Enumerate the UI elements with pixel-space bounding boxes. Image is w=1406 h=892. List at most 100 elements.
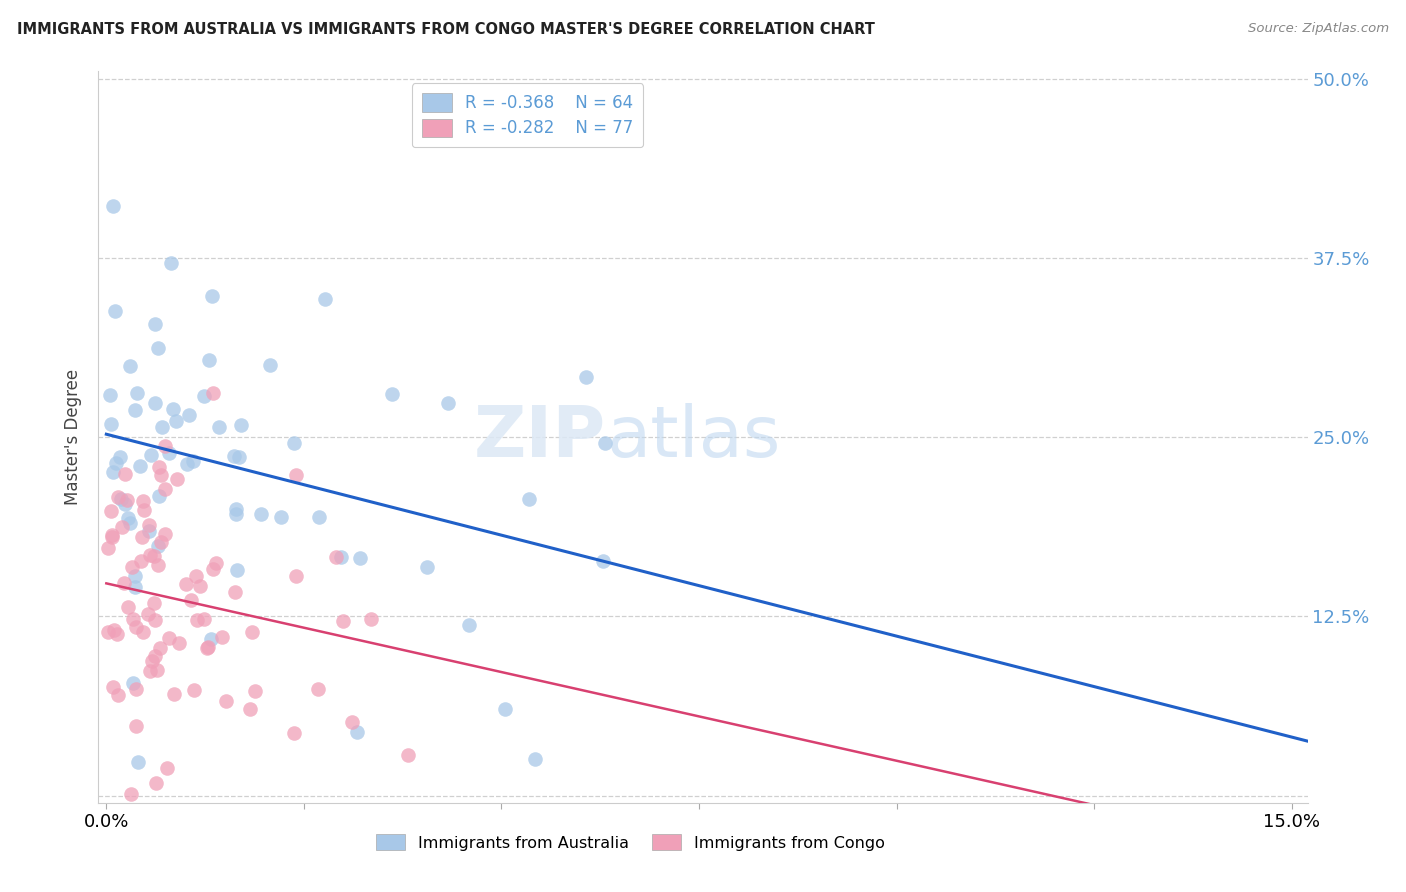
Text: IMMIGRANTS FROM AUSTRALIA VS IMMIGRANTS FROM CONGO MASTER'S DEGREE CORRELATION C: IMMIGRANTS FROM AUSTRALIA VS IMMIGRANTS … xyxy=(17,22,875,37)
Point xyxy=(149,641,172,656)
Point xyxy=(117,511,139,525)
Point xyxy=(146,342,169,356)
Point xyxy=(124,581,146,595)
Point xyxy=(245,683,267,698)
Point xyxy=(101,528,124,542)
Point xyxy=(141,654,163,668)
Point xyxy=(193,612,215,626)
Point xyxy=(346,725,368,739)
Point xyxy=(129,458,152,473)
Point xyxy=(349,550,371,565)
Point xyxy=(195,640,218,655)
Point xyxy=(120,516,142,530)
Point xyxy=(225,508,247,522)
Point xyxy=(167,636,190,650)
Point xyxy=(211,630,233,644)
Point xyxy=(228,450,250,464)
Point xyxy=(240,624,263,639)
Y-axis label: Master's Degree: Master's Degree xyxy=(65,369,83,505)
Point xyxy=(115,493,138,508)
Text: ZIP: ZIP xyxy=(474,402,606,472)
Point xyxy=(166,471,188,485)
Point xyxy=(153,483,176,497)
Point xyxy=(131,530,153,544)
Point xyxy=(150,420,173,434)
Point xyxy=(134,502,156,516)
Point xyxy=(494,702,516,716)
Point xyxy=(284,467,307,482)
Point xyxy=(114,575,136,590)
Point xyxy=(415,560,437,574)
Point xyxy=(174,577,197,591)
Point xyxy=(517,491,540,506)
Point xyxy=(215,694,238,708)
Point xyxy=(205,557,228,571)
Point xyxy=(229,417,252,432)
Point xyxy=(314,293,336,307)
Point xyxy=(160,256,183,270)
Point xyxy=(124,402,146,417)
Point xyxy=(283,435,305,450)
Point xyxy=(396,748,419,763)
Point xyxy=(381,386,404,401)
Point xyxy=(222,449,245,463)
Point xyxy=(142,596,165,610)
Point xyxy=(186,568,208,582)
Point xyxy=(101,466,124,480)
Point xyxy=(259,358,281,372)
Point xyxy=(157,446,180,460)
Point xyxy=(190,578,212,592)
Point xyxy=(114,496,136,510)
Point xyxy=(181,453,204,467)
Point xyxy=(138,517,160,532)
Point xyxy=(270,509,292,524)
Point xyxy=(202,562,225,576)
Point xyxy=(121,560,143,574)
Point xyxy=(127,385,149,400)
Point xyxy=(162,402,184,417)
Point xyxy=(239,701,262,715)
Point xyxy=(177,408,200,422)
Point xyxy=(139,664,162,678)
Point xyxy=(176,457,198,471)
Point xyxy=(145,776,167,790)
Point xyxy=(122,612,145,626)
Point xyxy=(104,457,127,471)
Point xyxy=(201,289,224,303)
Point xyxy=(150,467,173,482)
Point xyxy=(523,751,546,765)
Point xyxy=(200,632,222,647)
Point xyxy=(197,640,219,654)
Point xyxy=(103,623,125,637)
Point xyxy=(107,490,129,504)
Point xyxy=(202,386,225,401)
Point xyxy=(250,507,273,521)
Point xyxy=(122,676,145,690)
Point xyxy=(224,585,246,599)
Point xyxy=(342,715,364,730)
Point xyxy=(146,664,169,678)
Point xyxy=(145,395,167,409)
Point xyxy=(143,648,166,663)
Point xyxy=(183,683,205,698)
Point xyxy=(308,510,330,524)
Point xyxy=(193,389,215,403)
Point xyxy=(162,687,184,701)
Legend: Immigrants from Australia, Immigrants from Congo: Immigrants from Australia, Immigrants fr… xyxy=(370,828,891,857)
Point xyxy=(157,631,180,645)
Point xyxy=(101,199,124,213)
Point xyxy=(97,625,120,640)
Point xyxy=(575,369,598,384)
Point xyxy=(114,467,136,482)
Point xyxy=(138,524,160,538)
Point xyxy=(124,569,146,583)
Point xyxy=(125,620,148,634)
Point xyxy=(132,625,155,640)
Point xyxy=(283,726,305,740)
Point xyxy=(129,554,152,568)
Point xyxy=(108,450,131,465)
Point xyxy=(198,353,221,368)
Point xyxy=(120,787,142,801)
Point xyxy=(225,502,247,516)
Point xyxy=(107,627,129,641)
